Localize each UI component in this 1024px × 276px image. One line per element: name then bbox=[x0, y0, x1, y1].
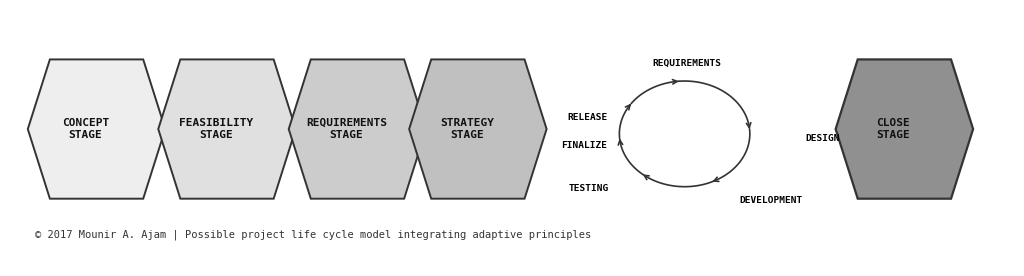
Text: CLOSE
STAGE: CLOSE STAGE bbox=[877, 118, 910, 140]
Text: © 2017 Mounir A. Ajam | Possible project life cycle model integrating adaptive p: © 2017 Mounir A. Ajam | Possible project… bbox=[35, 229, 592, 240]
Text: FEASIBILITY
STAGE: FEASIBILITY STAGE bbox=[179, 118, 253, 140]
Polygon shape bbox=[289, 59, 426, 199]
Polygon shape bbox=[410, 59, 547, 199]
Text: FINALIZE: FINALIZE bbox=[561, 141, 607, 150]
Text: TESTING: TESTING bbox=[569, 184, 609, 193]
Polygon shape bbox=[836, 59, 973, 199]
Text: RELEASE: RELEASE bbox=[567, 113, 607, 121]
Text: CONCEPT
STAGE: CONCEPT STAGE bbox=[61, 118, 110, 140]
Text: REQUIREMENTS: REQUIREMENTS bbox=[652, 59, 721, 68]
Text: DEVELOPMENT: DEVELOPMENT bbox=[739, 196, 803, 205]
Polygon shape bbox=[28, 59, 165, 199]
Text: STRATEGY
STAGE: STRATEGY STAGE bbox=[440, 118, 494, 140]
Text: REQUIREMENTS
STAGE: REQUIREMENTS STAGE bbox=[306, 118, 387, 140]
Polygon shape bbox=[159, 59, 296, 199]
Text: DESIGN: DESIGN bbox=[805, 134, 840, 143]
